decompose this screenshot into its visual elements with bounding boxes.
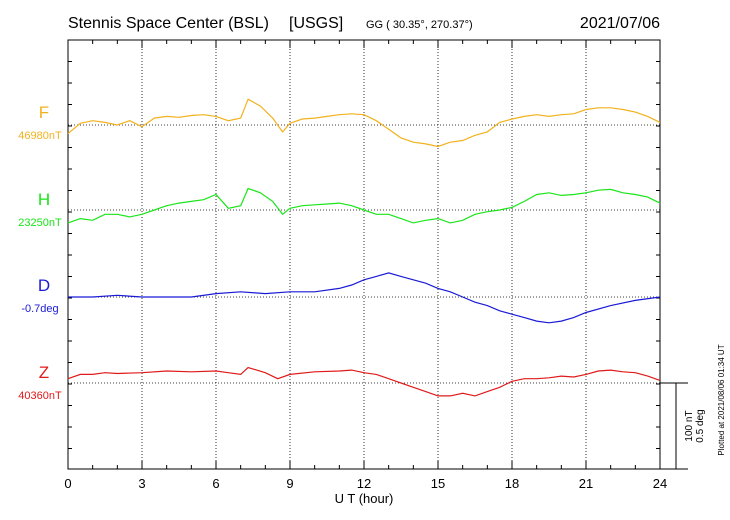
x-tick-label: 18 (505, 476, 519, 491)
date-label: 2021/07/06 (580, 15, 660, 32)
series-baseline-h: 23250nT (18, 217, 62, 229)
series-line-f (67, 98, 661, 148)
x-tick-label: 21 (579, 476, 593, 491)
series-name-h: H (38, 190, 50, 209)
x-tick-label: 12 (357, 476, 371, 491)
x-tick-label: 15 (431, 476, 445, 491)
series-name-z: Z (39, 363, 49, 382)
series-baseline-z: 40360nT (18, 390, 62, 402)
series-layer: F 46980nT H 23250nT D -0.7deg Z 40360nT (18, 98, 661, 402)
plotted-at-label: Plotted at 2021/08/06 01:34 UT (717, 344, 726, 455)
station-title: Stennis Space Center (BSL) (68, 15, 269, 32)
scale-bar: 100 nT 0.5 deg (660, 382, 706, 470)
series-line-d (68, 272, 661, 324)
x-axis-title: U T (hour) (335, 491, 394, 506)
series-baseline-d: -0.7deg (21, 303, 58, 315)
x-tick-label: 3 (138, 476, 145, 491)
coords-label: GG ( 30.35°, 270.37°) (366, 19, 473, 31)
x-tick-label: 0 (64, 476, 71, 491)
series-line-h (67, 187, 661, 224)
series-name-d: D (38, 276, 50, 295)
series-baseline-f: 46980nT (18, 130, 62, 142)
network-label: [USGS] (289, 15, 343, 32)
tick-layer: 0 3 6 9 12 15 18 21 24 (64, 39, 667, 491)
series-name-f: F (39, 103, 49, 122)
plot-frame (67, 39, 661, 470)
x-tick-label: 24 (653, 476, 667, 491)
grid-layer (68, 40, 660, 469)
series-line-z (67, 366, 661, 397)
scale-nt-label: 100 nT (684, 410, 695, 441)
x-tick-label: 9 (286, 476, 293, 491)
scale-deg-label: 0.5 deg (695, 409, 706, 442)
x-tick-label: 6 (212, 476, 219, 491)
